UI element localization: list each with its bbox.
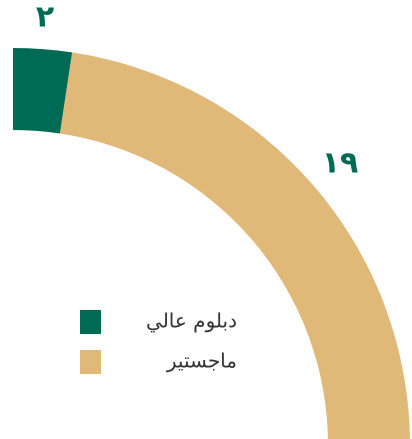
value-label: ١٩ bbox=[322, 146, 359, 181]
donut-segment bbox=[59, 52, 410, 439]
legend-label: دبلوم عالي bbox=[146, 309, 237, 334]
legend-swatch bbox=[80, 310, 101, 334]
legend-label: ماجستير bbox=[166, 349, 237, 373]
legend-swatch bbox=[80, 350, 101, 374]
donut-segment bbox=[13, 48, 73, 134]
value-label: ٢ bbox=[36, 0, 54, 35]
